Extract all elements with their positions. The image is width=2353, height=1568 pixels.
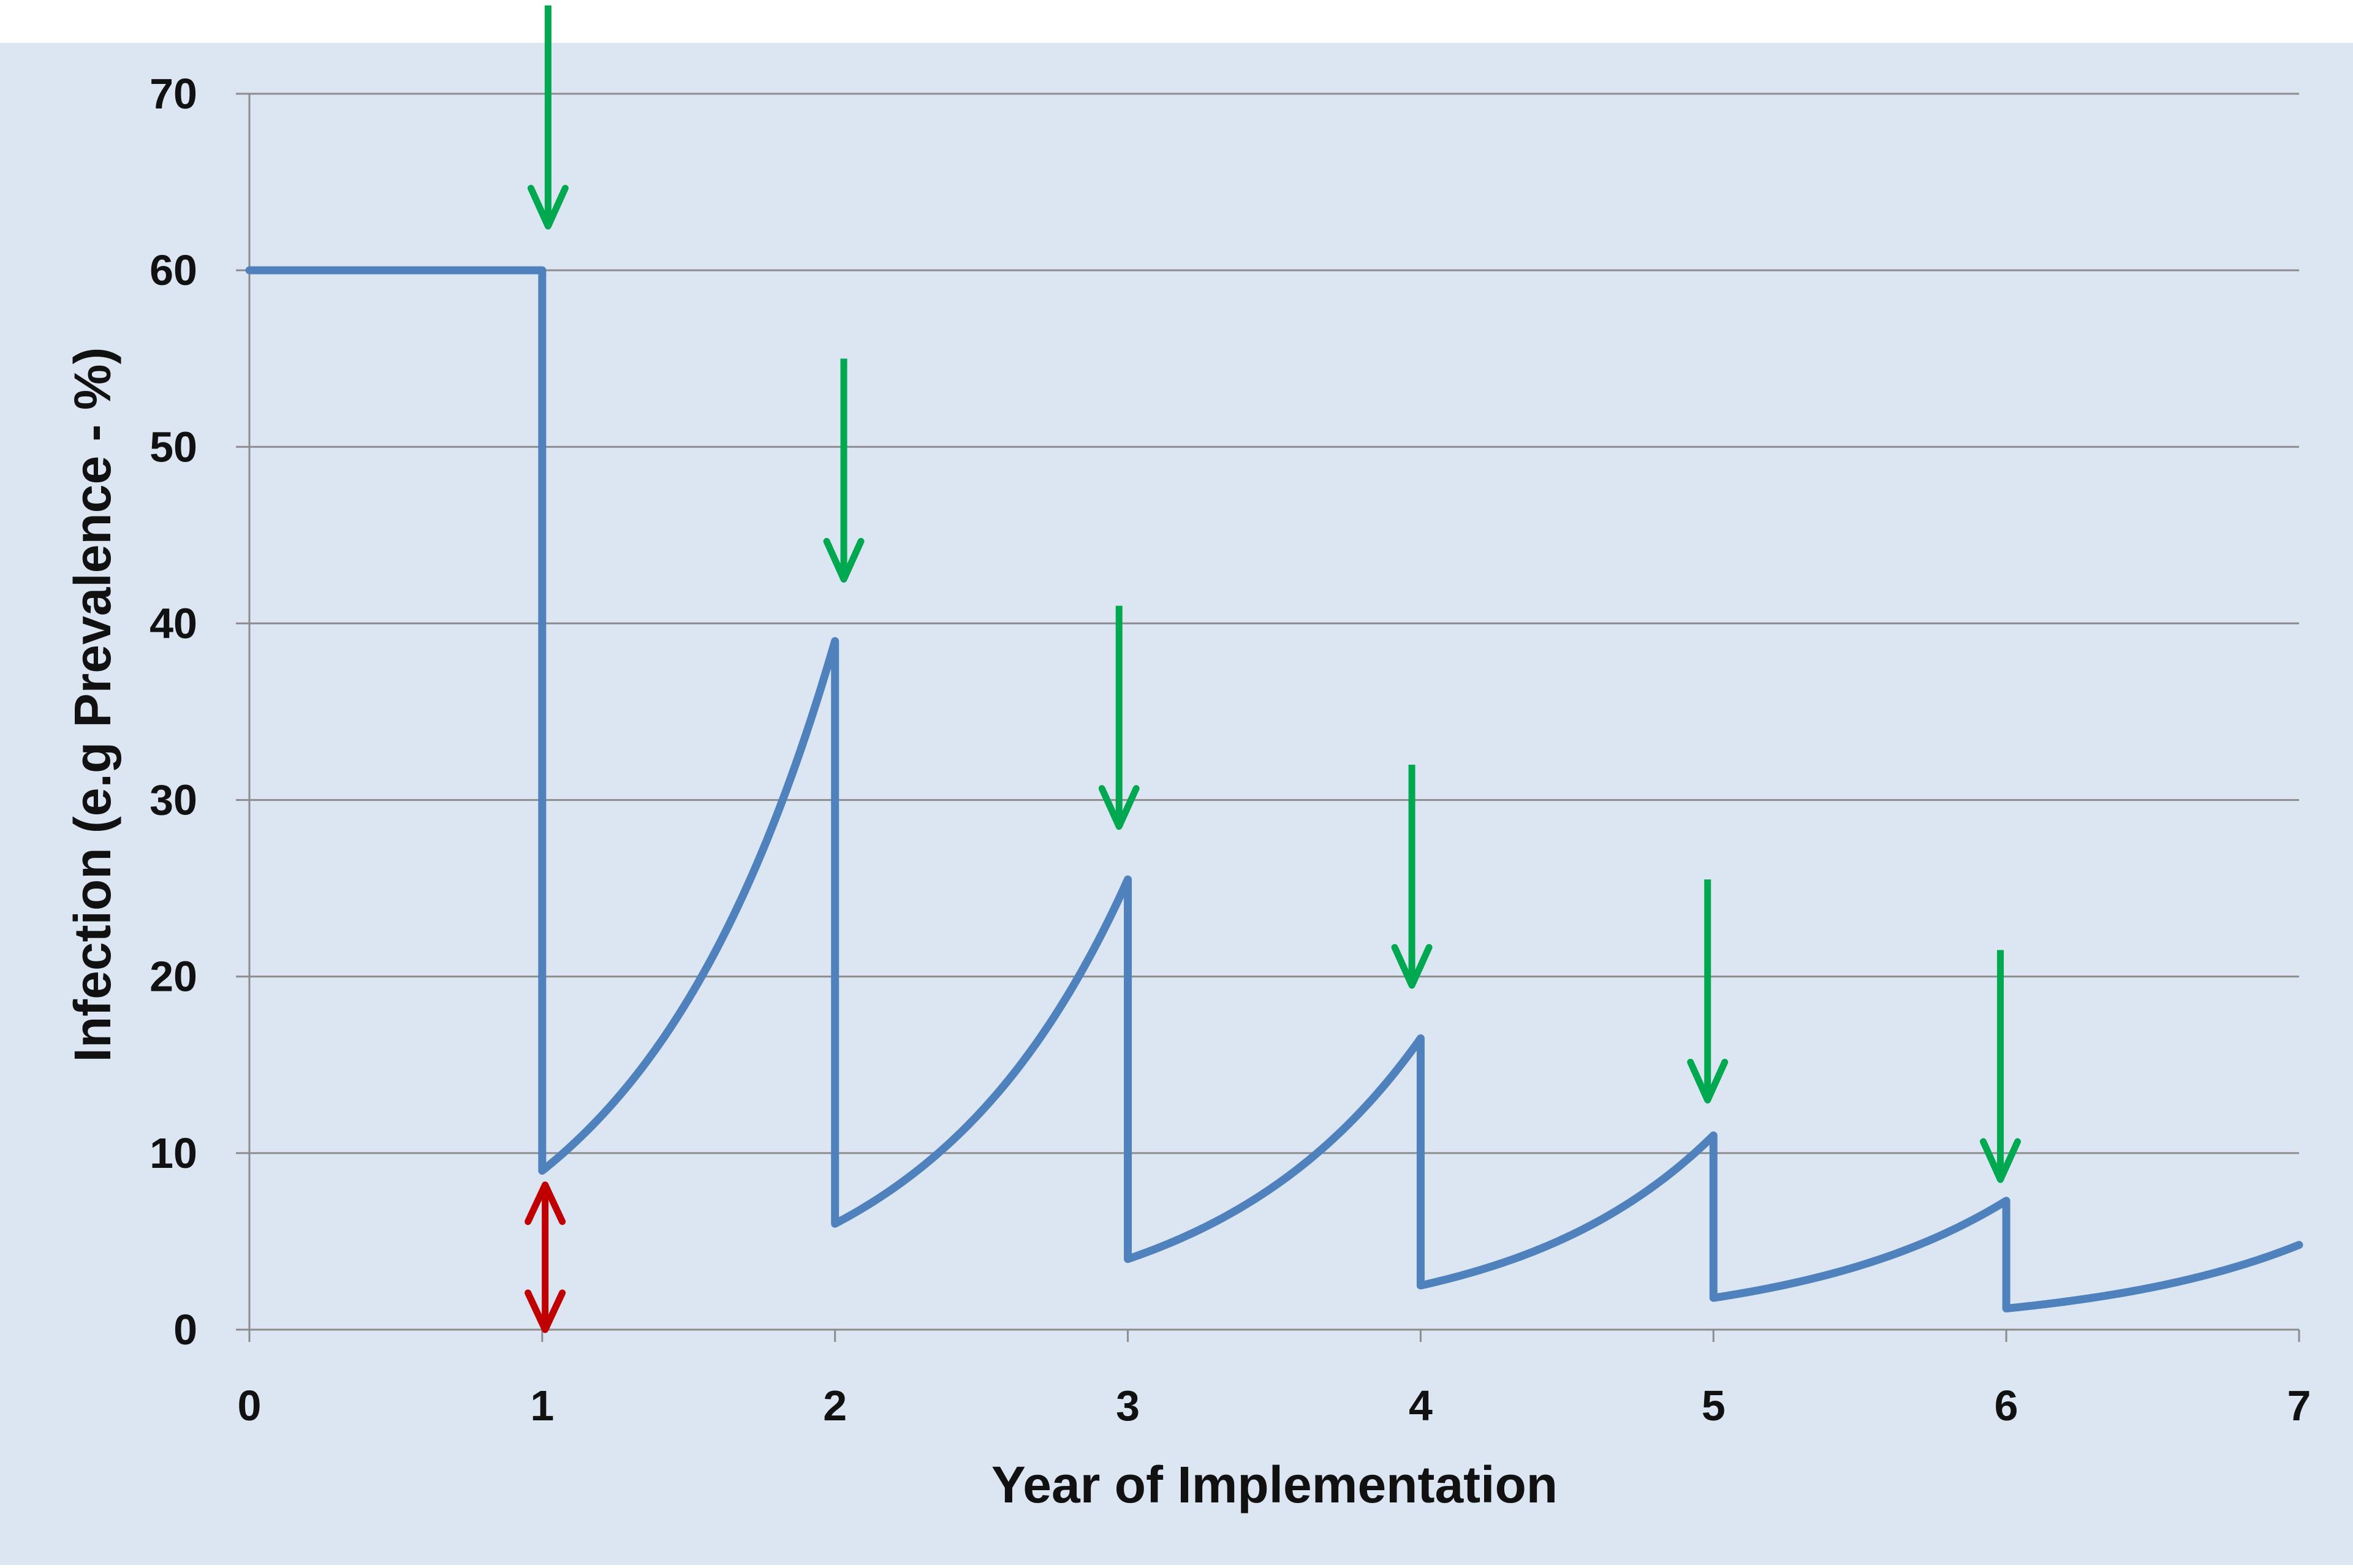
- treatment-arrow-4: [1391, 764, 1433, 989]
- grid-lines: [249, 93, 2299, 1154]
- y-tick-label-30: 30: [150, 776, 197, 824]
- reduction-arrow: [525, 1181, 566, 1333]
- x-tick-label-1: 1: [530, 1382, 554, 1430]
- x-axis-title: Year of Implementation: [991, 1456, 1558, 1513]
- x-tick-label-4: 4: [1409, 1382, 1433, 1430]
- series-line-infection-prevalence: [245, 266, 2303, 1312]
- y-tick-label-70: 70: [150, 70, 197, 118]
- x-tick-labels: 0 1 2 3 4 5 6 7: [238, 1382, 2311, 1430]
- treatment-arrow-head: [1098, 785, 1140, 830]
- treatment-arrow-head: [1391, 944, 1433, 989]
- reduction-arrow-head-top: [525, 1181, 566, 1225]
- y-tick-label-40: 40: [150, 599, 197, 647]
- treatment-arrow-6: [1980, 950, 2021, 1183]
- y-tick-label-10: 10: [150, 1129, 197, 1177]
- treatment-arrow-5: [1687, 879, 1729, 1104]
- y-axis-title: Infection (e.g Prevalence - %): [64, 347, 121, 1062]
- axes: [236, 93, 2300, 1342]
- plot-background: [0, 43, 2353, 1565]
- x-tick-label-7: 7: [2287, 1382, 2311, 1430]
- treatment-arrow-head: [1687, 1058, 1729, 1104]
- y-tick-label-50: 50: [150, 423, 197, 471]
- treatment-arrow-head: [823, 537, 865, 583]
- y-tick-label-0: 0: [173, 1306, 197, 1354]
- annotations: [525, 5, 2021, 1333]
- x-tick-label-2: 2: [823, 1382, 847, 1430]
- x-tick-label-3: 3: [1116, 1382, 1140, 1430]
- treatment-arrow-1: [527, 5, 569, 230]
- y-tick-label-20: 20: [150, 953, 197, 1001]
- x-tick-label-0: 0: [238, 1382, 262, 1430]
- y-tick-labels: 0 10 20 30 40 50 60 70: [150, 70, 197, 1354]
- x-tick-label-5: 5: [1702, 1382, 1726, 1430]
- treatment-arrow-2: [823, 358, 865, 583]
- series-layer: [245, 266, 2303, 1312]
- y-tick-label-60: 60: [150, 246, 197, 294]
- x-tick-label-6: 6: [1995, 1382, 2018, 1430]
- treatment-arrow-head: [1980, 1138, 2021, 1183]
- reduction-arrow-head-bottom: [525, 1289, 566, 1333]
- treatment-arrow-head: [527, 184, 569, 230]
- treatment-arrow-3: [1098, 605, 1140, 830]
